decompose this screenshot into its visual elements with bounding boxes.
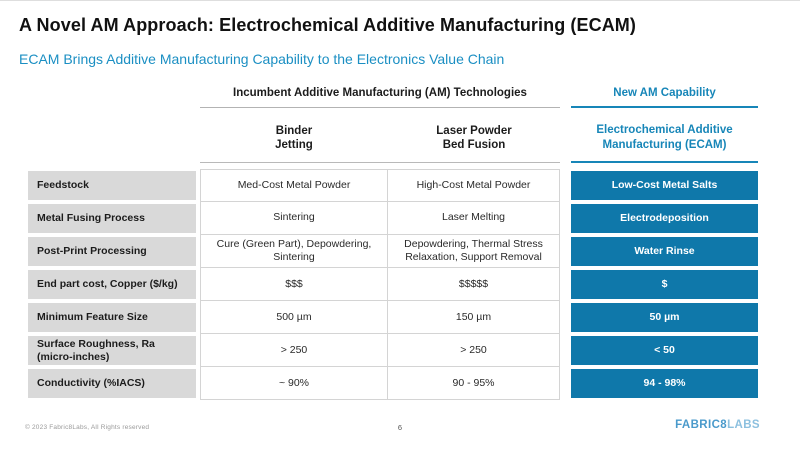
cell-ecam: Electrodeposition [571, 201, 758, 235]
table-row-surface-roughness: Surface Roughness, Ra (micro-inches) > 2… [28, 334, 758, 368]
column-header-laser-pbf: Laser Powder Bed Fusion [388, 117, 560, 163]
table-row-metal-fusing: Metal Fusing Process Sintering Laser Mel… [28, 201, 758, 235]
cell-laser-pbf: High-Cost Metal Powder [388, 168, 560, 202]
table-row-conductivity: Conductivity (%IACS) ~ 90% 90 - 95% 94 -… [28, 367, 758, 401]
cell-laser-pbf: Laser Melting [388, 201, 560, 235]
column-header-line: Electrochemical Additive [596, 124, 733, 136]
column-header-line: Laser Powder [436, 124, 512, 137]
column-header-binder-jetting: Binder Jetting [200, 117, 388, 163]
column-header-ecam: Electrochemical Additive Manufacturing (… [571, 117, 758, 163]
row-label: Feedstock [28, 168, 196, 202]
table-row-post-print: Post-Print Processing Cure (Green Part),… [28, 234, 758, 269]
group-header-incumbent: Incumbent Additive Manufacturing (AM) Te… [200, 87, 560, 108]
cell-binder-jetting: $$$ [200, 268, 388, 302]
table-group-header-row: Incumbent Additive Manufacturing (AM) Te… [28, 87, 758, 108]
slide-footer: © 2023 Fabric8Labs, All Rights reserved … [0, 417, 800, 443]
cell-laser-pbf: > 250 [388, 334, 560, 368]
column-header-line: Jetting [275, 139, 313, 152]
cell-binder-jetting: Sintering [200, 201, 388, 235]
row-label: Surface Roughness, Ra (micro-inches) [28, 334, 196, 368]
page-number: 6 [397, 423, 403, 432]
cell-ecam: < 50 [571, 334, 758, 368]
cell-ecam: Low-Cost Metal Salts [571, 168, 758, 202]
cell-laser-pbf: $$$$$ [388, 268, 560, 302]
fabric8labs-logo: FABRIC8LABS [675, 419, 760, 431]
table-row-feedstock: Feedstock Med-Cost Metal Powder High-Cos… [28, 168, 758, 202]
row-label: Minimum Feature Size [28, 301, 196, 335]
cell-binder-jetting: 500 µm [200, 301, 388, 335]
row-label: Conductivity (%IACS) [28, 367, 196, 401]
cell-binder-jetting: Cure (Green Part), Depowdering, Sinterin… [200, 234, 388, 269]
column-header-line: Binder [275, 124, 313, 137]
table-column-header-row: Binder Jetting Laser Powder Bed Fusion E… [28, 117, 758, 163]
copyright-text: © 2023 Fabric8Labs, All Rights reserved [25, 424, 150, 431]
cell-ecam: 50 µm [571, 301, 758, 335]
group-header-new-capability: New AM Capability [571, 87, 758, 108]
cell-laser-pbf: Depowdering, Thermal Stress Relaxation, … [388, 234, 560, 269]
row-label: End part cost, Copper ($/kg) [28, 268, 196, 302]
column-header-line: Manufacturing (ECAM) [602, 138, 727, 151]
comparison-table: Incumbent Additive Manufacturing (AM) Te… [28, 87, 758, 401]
cell-laser-pbf: 150 µm [388, 301, 560, 335]
table-body: Feedstock Med-Cost Metal Powder High-Cos… [28, 168, 758, 401]
cell-ecam: 94 - 98% [571, 367, 758, 401]
row-label: Metal Fusing Process [28, 201, 196, 235]
cell-binder-jetting: ~ 90% [200, 367, 388, 401]
row-label: Post-Print Processing [28, 234, 196, 269]
cell-ecam: $ [571, 268, 758, 302]
logo-text-labs: LABS [727, 419, 760, 431]
slide-subtitle: ECAM Brings Additive Manufacturing Capab… [19, 51, 505, 67]
column-header-line: Bed Fusion [442, 139, 506, 152]
cell-binder-jetting: > 250 [200, 334, 388, 368]
table-row-end-part-cost: End part cost, Copper ($/kg) $$$ $$$$$ $ [28, 268, 758, 302]
table-row-min-feature-size: Minimum Feature Size 500 µm 150 µm 50 µm [28, 301, 758, 335]
cell-binder-jetting: Med-Cost Metal Powder [200, 168, 388, 202]
logo-text-fabric8: FABRIC8 [675, 419, 728, 431]
cell-laser-pbf: 90 - 95% [388, 367, 560, 401]
cell-ecam: Water Rinse [571, 234, 758, 269]
slide-title: A Novel AM Approach: Electrochemical Add… [19, 15, 636, 35]
